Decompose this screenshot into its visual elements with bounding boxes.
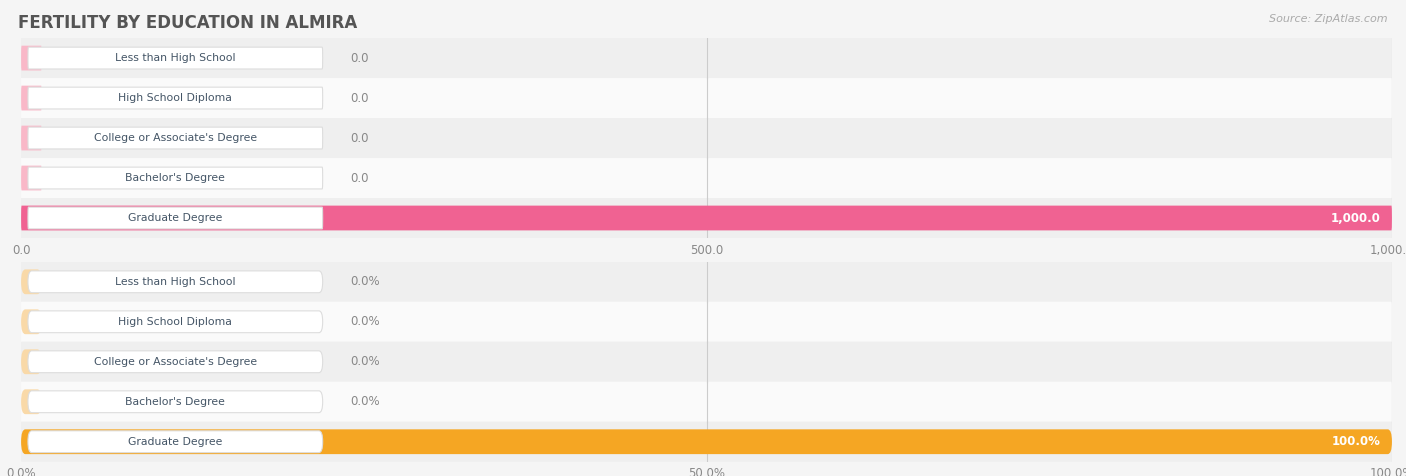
FancyBboxPatch shape <box>21 389 42 414</box>
Text: 0.0: 0.0 <box>350 51 368 65</box>
Text: FERTILITY BY EDUCATION IN ALMIRA: FERTILITY BY EDUCATION IN ALMIRA <box>18 14 357 32</box>
Text: 1,000.0: 1,000.0 <box>1331 211 1381 225</box>
FancyBboxPatch shape <box>28 207 323 229</box>
FancyBboxPatch shape <box>28 87 323 109</box>
Text: College or Associate's Degree: College or Associate's Degree <box>94 357 257 367</box>
FancyBboxPatch shape <box>21 309 42 334</box>
FancyBboxPatch shape <box>21 382 1392 422</box>
FancyBboxPatch shape <box>21 158 1392 198</box>
FancyBboxPatch shape <box>21 262 1392 302</box>
Text: Graduate Degree: Graduate Degree <box>128 436 222 447</box>
Text: High School Diploma: High School Diploma <box>118 93 232 103</box>
FancyBboxPatch shape <box>21 302 1392 342</box>
Text: Bachelor's Degree: Bachelor's Degree <box>125 173 225 183</box>
Text: 100.0%: 100.0% <box>1331 435 1381 448</box>
FancyBboxPatch shape <box>21 46 42 70</box>
Text: 0.0: 0.0 <box>350 131 368 145</box>
Text: 0.0%: 0.0% <box>350 275 380 288</box>
Text: Bachelor's Degree: Bachelor's Degree <box>125 397 225 407</box>
FancyBboxPatch shape <box>28 431 322 453</box>
Text: Less than High School: Less than High School <box>115 53 236 63</box>
FancyBboxPatch shape <box>21 38 1392 78</box>
FancyBboxPatch shape <box>21 78 1392 118</box>
FancyBboxPatch shape <box>28 391 322 413</box>
Text: College or Associate's Degree: College or Associate's Degree <box>94 133 257 143</box>
Text: 0.0%: 0.0% <box>350 395 380 408</box>
FancyBboxPatch shape <box>21 206 1392 230</box>
Text: Graduate Degree: Graduate Degree <box>128 213 222 223</box>
Text: 0.0: 0.0 <box>350 171 368 185</box>
FancyBboxPatch shape <box>21 349 42 374</box>
FancyBboxPatch shape <box>21 126 42 150</box>
Text: 0.0%: 0.0% <box>350 315 380 328</box>
FancyBboxPatch shape <box>28 351 322 373</box>
FancyBboxPatch shape <box>21 166 42 190</box>
Text: Source: ZipAtlas.com: Source: ZipAtlas.com <box>1270 14 1388 24</box>
FancyBboxPatch shape <box>28 271 322 293</box>
FancyBboxPatch shape <box>21 198 1392 238</box>
FancyBboxPatch shape <box>28 127 323 149</box>
Text: 0.0: 0.0 <box>350 91 368 105</box>
FancyBboxPatch shape <box>21 269 42 294</box>
FancyBboxPatch shape <box>21 429 1392 454</box>
FancyBboxPatch shape <box>21 118 1392 158</box>
FancyBboxPatch shape <box>28 167 323 189</box>
Text: 0.0%: 0.0% <box>350 355 380 368</box>
FancyBboxPatch shape <box>28 311 322 333</box>
FancyBboxPatch shape <box>21 86 42 110</box>
Text: High School Diploma: High School Diploma <box>118 317 232 327</box>
FancyBboxPatch shape <box>21 342 1392 382</box>
FancyBboxPatch shape <box>21 422 1392 462</box>
Text: Less than High School: Less than High School <box>115 277 236 287</box>
FancyBboxPatch shape <box>28 47 323 69</box>
